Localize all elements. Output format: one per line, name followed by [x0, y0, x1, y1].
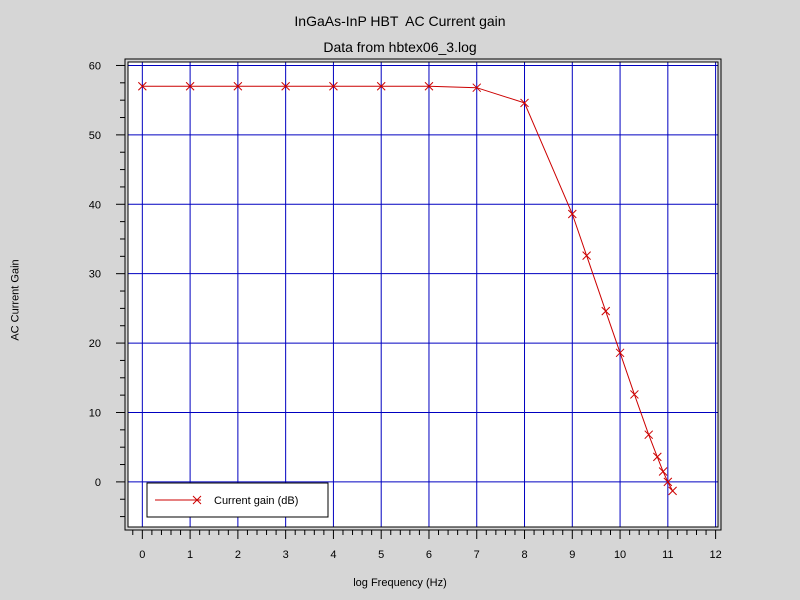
chart-title: InGaAs-InP HBT AC Current gain	[294, 13, 506, 29]
x-tick-label: 4	[330, 549, 336, 561]
x-tick-label: 3	[283, 549, 289, 561]
y-axis-title: AC Current Gain	[9, 259, 22, 341]
plot-frame	[127, 61, 719, 528]
y-tick-label: 20	[89, 338, 101, 350]
chart-subtitle: Data from hbtex06_3.log	[323, 39, 477, 55]
x-tick-label: 5	[378, 549, 384, 561]
legend-marker	[192, 495, 202, 505]
data-point-marker	[520, 98, 529, 108]
data-point-marker	[663, 477, 673, 487]
y-tick-label: 40	[89, 199, 101, 211]
data-point-marker	[652, 452, 662, 462]
x-tick-label: 0	[139, 549, 145, 561]
y-tick-label: 30	[89, 269, 101, 281]
y-tick-label: 50	[89, 130, 101, 142]
x-tick-label: 10	[614, 549, 626, 561]
y-tick-label: 60	[89, 60, 101, 72]
data-point-marker	[567, 209, 577, 219]
x-tick-label: 6	[426, 549, 432, 561]
x-tick-label: 7	[474, 549, 480, 561]
legend-label: Current gain (dB)	[214, 495, 298, 507]
data-point-marker	[582, 251, 591, 260]
data-point-marker	[472, 83, 482, 93]
data-point-marker	[644, 430, 654, 440]
x-tick-label: 11	[662, 549, 673, 561]
data-point-marker	[376, 81, 386, 91]
x-tick-label: 2	[235, 549, 241, 561]
data-point-marker	[601, 306, 611, 316]
data-point-marker	[615, 348, 625, 358]
x-tick-label: 12	[709, 549, 721, 561]
data-point-marker	[658, 467, 668, 476]
plot-frame-outer	[124, 58, 722, 531]
x-tick-label: 1	[187, 549, 193, 561]
data-point-marker	[668, 486, 677, 496]
data-point-marker	[137, 81, 147, 91]
data-point-marker	[424, 81, 434, 91]
data-point-marker	[329, 81, 338, 91]
x-tick-label: 9	[569, 549, 575, 561]
y-tick-label: 0	[95, 477, 101, 489]
data-point-marker	[630, 390, 639, 399]
data-point-marker	[233, 81, 243, 91]
x-axis-title: log Frequency (Hz)	[353, 577, 447, 589]
plot-area	[128, 62, 718, 527]
data-point-marker	[185, 81, 195, 91]
y-tick-label: 10	[89, 407, 101, 419]
data-point-marker	[281, 81, 291, 91]
x-tick-label: 8	[521, 549, 527, 561]
